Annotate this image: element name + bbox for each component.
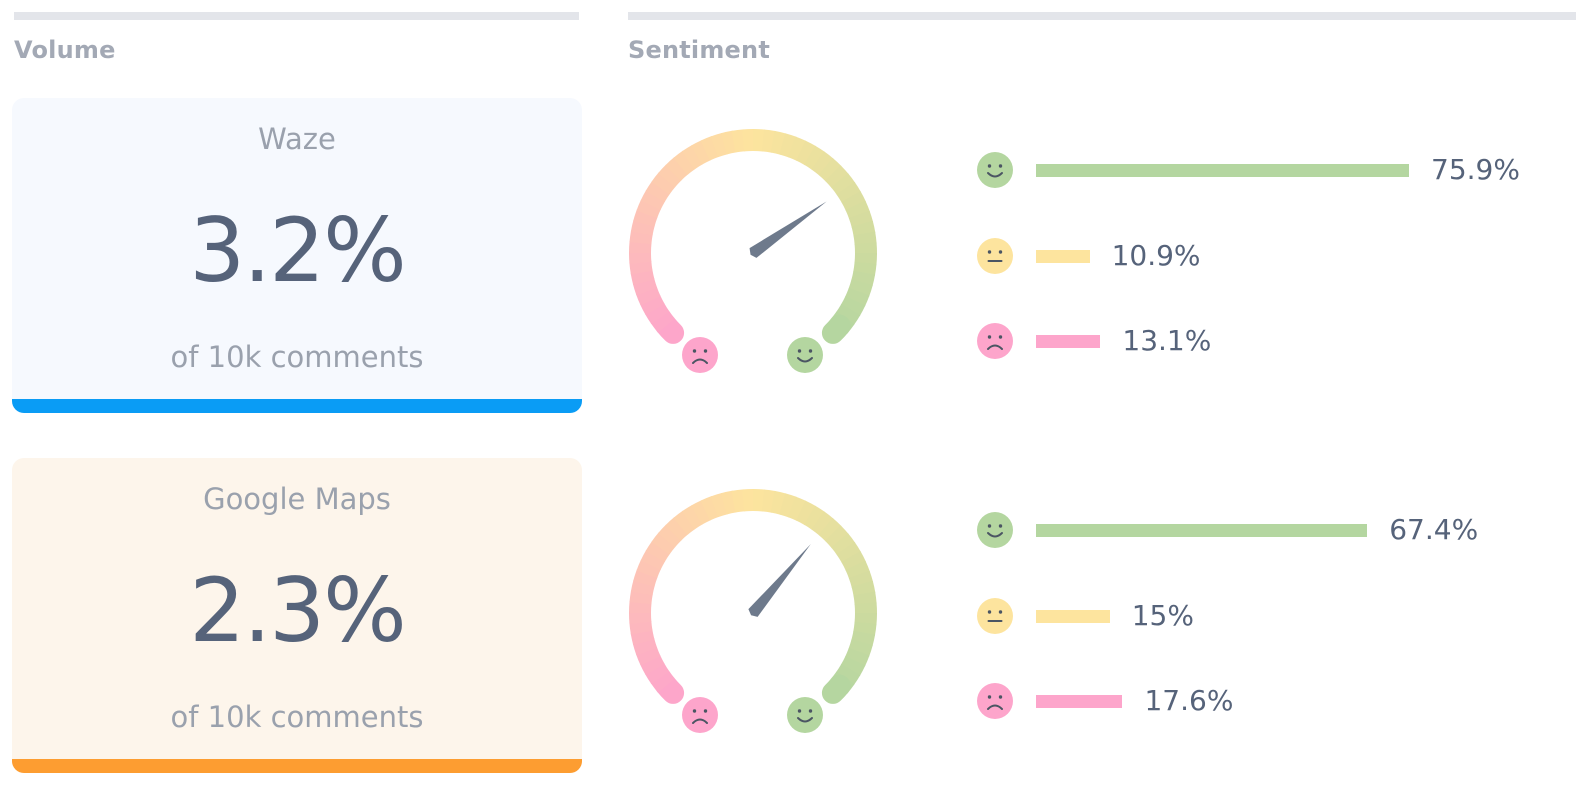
gauge-arc bbox=[629, 489, 877, 704]
sentiment-section-title: Sentiment bbox=[628, 36, 770, 64]
smiley-icon bbox=[787, 697, 823, 733]
card-title: Google Maps bbox=[203, 482, 391, 516]
sentiment-percentage: 10.9% bbox=[1111, 239, 1201, 272]
sentiment-bar-positive bbox=[1036, 164, 1409, 177]
volume-card-google-maps[interactable]: Google Maps 2.3% of 10k comments bbox=[12, 458, 582, 773]
frown-icon bbox=[977, 683, 1013, 719]
frown-icon bbox=[682, 697, 718, 733]
sentiment-gauge-google-maps bbox=[629, 489, 877, 733]
volume-percentage: 2.3% bbox=[189, 559, 407, 662]
sentiment-bar-negative bbox=[1036, 695, 1123, 708]
gauge-arc bbox=[629, 129, 877, 344]
card-title: Waze bbox=[258, 122, 336, 156]
volume-percentage: 3.2% bbox=[189, 199, 407, 302]
sentiment-bar-positive bbox=[1036, 524, 1368, 537]
frown-icon bbox=[682, 337, 718, 373]
gauge-needle bbox=[748, 544, 811, 617]
neutral-face-icon bbox=[977, 598, 1013, 634]
smiley-icon bbox=[787, 337, 823, 373]
smiley-icon bbox=[977, 512, 1013, 548]
sentiment-percentage: 17.6% bbox=[1144, 684, 1234, 717]
sentiment-divider bbox=[628, 12, 1576, 20]
volume-subtitle: of 10k comments bbox=[170, 340, 424, 374]
gauge-needle bbox=[749, 201, 827, 258]
card-accent-bar bbox=[12, 759, 582, 773]
neutral-face-icon bbox=[977, 238, 1013, 274]
volume-subtitle: of 10k comments bbox=[170, 700, 424, 734]
sentiment-percentage: 67.4% bbox=[1389, 513, 1479, 546]
sentiment-gauge-waze bbox=[629, 129, 877, 373]
volume-card-waze[interactable]: Waze 3.2% of 10k comments bbox=[12, 98, 582, 413]
smiley-icon bbox=[977, 152, 1013, 188]
volume-section-title: Volume bbox=[14, 36, 116, 64]
sentiment-percentage: 13.1% bbox=[1122, 324, 1212, 357]
card-accent-bar bbox=[12, 399, 582, 413]
sentiment-bar-neutral bbox=[1036, 250, 1090, 263]
sentiment-percentage: 75.9% bbox=[1431, 153, 1520, 186]
sentiment-bar-neutral bbox=[1036, 610, 1110, 623]
frown-icon bbox=[977, 323, 1013, 359]
sentiment-percentage: 15% bbox=[1131, 599, 1194, 632]
sentiment-bar-negative bbox=[1036, 335, 1101, 348]
volume-divider bbox=[14, 12, 579, 20]
